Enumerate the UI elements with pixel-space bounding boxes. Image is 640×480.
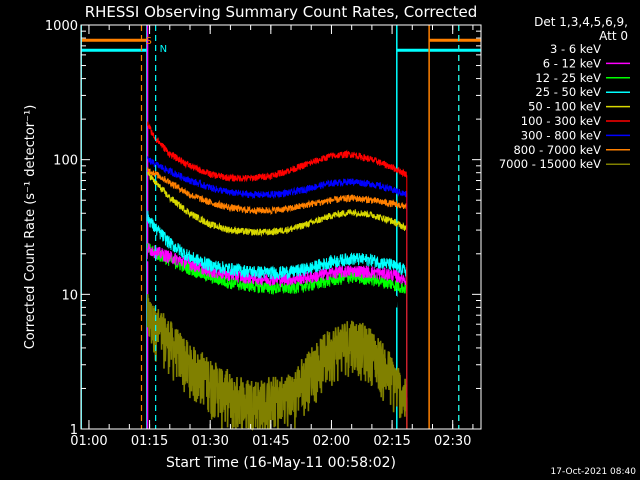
legend-label: 3 - 6 keV	[550, 42, 601, 56]
legend-header-line2: Att 0	[599, 29, 628, 43]
legend-label: 6 - 12 keV	[543, 56, 601, 70]
x-tick-label: 01:45	[252, 434, 289, 449]
legend-label: 25 - 50 keV	[535, 85, 601, 99]
x-tick-label: 02:00	[313, 434, 350, 449]
x-tick-label: 02:30	[434, 434, 471, 449]
legend-header-line1: Det 1,3,4,5,6,9,	[534, 15, 628, 29]
x-axis-label: Start Time (16-May-11 00:58:02)	[166, 455, 396, 471]
legend-label: 50 - 100 keV	[528, 100, 601, 114]
series-line-3-6-kev	[147, 249, 408, 430]
series-line-50-100-kev	[147, 170, 408, 430]
series-line-300-800-kev	[147, 156, 408, 430]
axes: 1 10 100 1000 01:00 01:15 01:30 01:45 02:00 02:15…	[45, 19, 481, 449]
series-line-6-12-kev	[147, 242, 408, 430]
legend-label: 7000 - 15000 keV	[499, 157, 601, 171]
plot-frame	[80, 24, 482, 430]
y-tick-label: 1000	[45, 19, 78, 34]
legend-label: 300 - 800 keV	[521, 128, 601, 142]
x-tick-label: 01:30	[191, 434, 228, 449]
chart-title: RHESSI Observing Summary Count Rates, Co…	[85, 3, 478, 21]
footer-timestamp: 17-Oct-2021 08:40	[551, 467, 637, 477]
y-tick-label: 10	[61, 288, 78, 303]
series-line-100-300-kev	[147, 121, 408, 430]
y-axis-label: Corrected Count Rate (s⁻¹ detector⁻¹)	[23, 105, 38, 350]
series-line-7000-15000-kev	[146, 294, 408, 431]
x-tick-label: 01:00	[70, 434, 107, 449]
x-tick-label: 02:15	[373, 434, 410, 449]
marker-label-n: N	[160, 44, 167, 55]
legend-label: 12 - 25 keV	[535, 71, 601, 85]
series-layer	[146, 121, 408, 431]
legend-label: 100 - 300 keV	[521, 114, 601, 128]
saa-night-markers: SN	[140, 25, 460, 429]
y-tick-label: 100	[53, 154, 78, 169]
marker-label-s: S	[145, 36, 151, 47]
y-tick-label: 1	[70, 423, 78, 438]
legend-label: 800 - 7000 keV	[513, 143, 601, 157]
series-line-25-50-kev	[147, 210, 408, 430]
series-line-800-7000-kev	[147, 166, 408, 430]
x-tick-label: 01:15	[131, 434, 168, 449]
